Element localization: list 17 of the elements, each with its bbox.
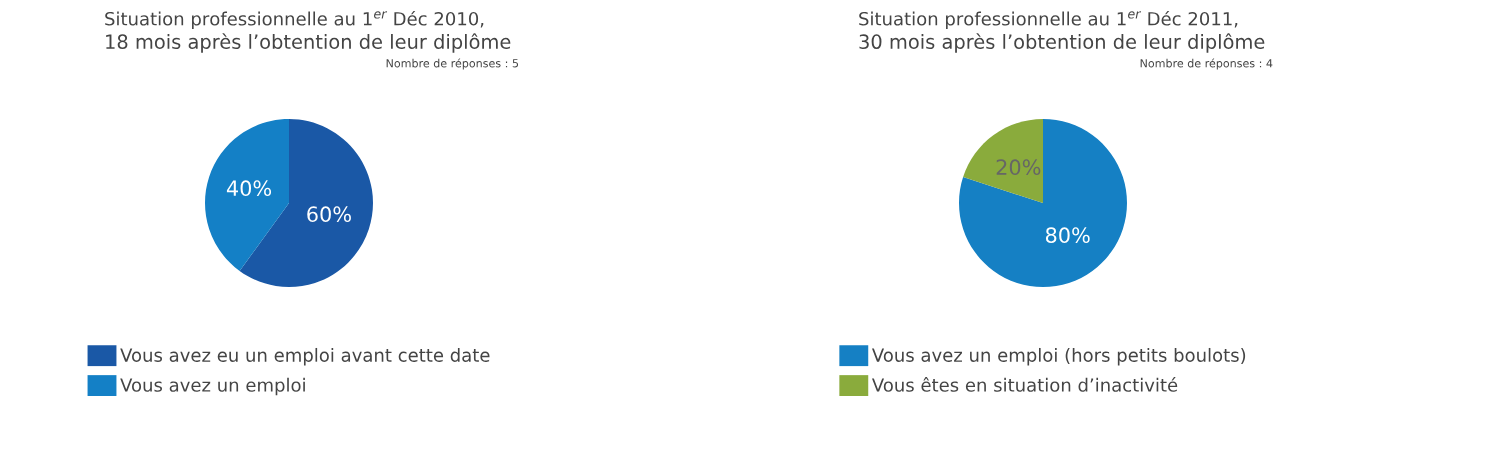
chart-subtitle: 30 mois après l’obtention de leur diplôme (859, 33, 1265, 53)
text: Nombre de réponses : 4 (1140, 58, 1273, 70)
chart-title: Situation professionnelle au 1$^{er}$ Déc 2011, (859, 10, 1238, 30)
data-label: 20% (996, 159, 1041, 176)
data-label: 80% (1045, 227, 1090, 244)
legend-label: Vous avez un emploi (hors petits boulots) (871, 347, 1246, 366)
legend-label: Vous avez un emploi (120, 377, 305, 396)
data-label: 40% (226, 180, 272, 197)
chart-subtitle: 18 mois après l’obtention de leur diplôme (106, 33, 511, 53)
chart-title: Situation professionnelle au 1$^{er}$ Déc 2010, (105, 10, 484, 30)
text: Nombre de réponses : 5 (386, 58, 519, 70)
pie-slice (963, 119, 1043, 203)
legend-label: Vous êtes en situation d’inactivité (871, 377, 1178, 392)
pie-slice (959, 119, 1127, 287)
pie-slice (205, 119, 289, 271)
legend-label: Vous avez eu un emploi avant cette date (120, 347, 490, 366)
data-label: 60% (307, 206, 351, 223)
